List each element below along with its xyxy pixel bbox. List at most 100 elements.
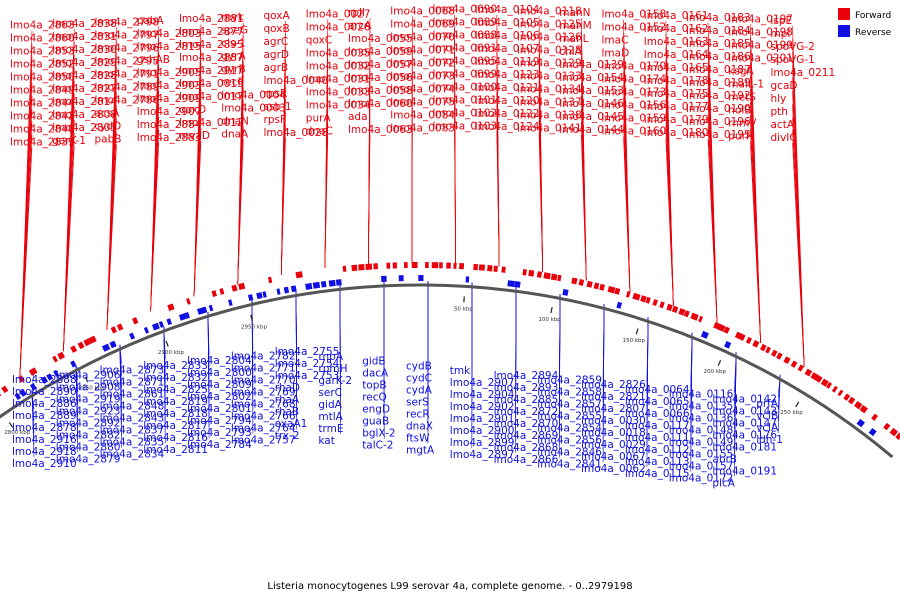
gene-label: gidB (362, 356, 385, 368)
gene-label: spoVG-2 (771, 41, 815, 53)
gene-label: lmo4a_0136 (669, 413, 734, 425)
legend: Forward Reverse (838, 8, 892, 38)
gene-label: lmo4a_2830 (52, 44, 117, 56)
gene-label: lmo4a_0026 (306, 21, 371, 33)
forward-gene-arrow (652, 299, 658, 307)
gene-label: lmo4a_2769 (231, 387, 296, 399)
gene-label: lmo4a_2793 (187, 427, 252, 439)
gene-label: lmo4a_2861 (100, 389, 165, 401)
gene-label: rpmH (318, 363, 347, 375)
forward-gene-arrow (0, 393, 2, 397)
forward-gene-arrow (373, 263, 378, 270)
gene-label: gyrA (221, 51, 246, 63)
gene-connector (31, 391, 35, 458)
forward-gene-arrow (593, 282, 600, 290)
gene-label: lmo4a_2917 (179, 65, 244, 77)
gene-label: lmo4a_2786 (95, 94, 160, 106)
gene-label: lmo4a_0055 (348, 33, 413, 45)
gene-label: lmo4a_2894 (494, 370, 559, 382)
forward-gene-arrow (219, 288, 225, 295)
gene-label: lmo4a_2804 (187, 355, 252, 367)
gene-label: dnaA (221, 129, 249, 141)
gene-label: lmo4a_0159 (602, 113, 667, 125)
forward-connectors (19, 14, 805, 377)
gene-label: lmo4a_2809 (187, 379, 252, 391)
gene-label: lmo4a_2870 (494, 418, 559, 430)
gene-label: manM (559, 20, 591, 32)
gene-label: lmo4a_0177 (644, 101, 709, 113)
gene-label: lmo4a_0101 (433, 95, 498, 107)
forward-gene-arrow (386, 262, 391, 269)
gene-label: lmo4a_0075 (390, 96, 455, 108)
gene-label: lmo4a_2902 (450, 401, 515, 413)
gene-label: rhaB (275, 406, 299, 418)
gene-connector (690, 332, 693, 472)
gene-label: lmo4a_2789 (95, 81, 160, 93)
gene-label: lmo4a_0059 (348, 46, 413, 58)
gene-label: lmo4a_2808 (52, 109, 117, 121)
gene-label: lmo4a_0161 (644, 10, 709, 22)
gene-label: dnaN (221, 116, 249, 128)
gene-label: lmo4a_0148 (669, 425, 734, 437)
gene-label: lmo4a_2888 (12, 374, 77, 386)
forward-gene-arrow (110, 326, 117, 334)
forward-gene-arrow (83, 338, 92, 347)
gene-label: topB (362, 380, 386, 392)
gene-label: agrD (264, 49, 290, 61)
reverse-gene-arrow (158, 321, 165, 328)
forward-gene-arrow (473, 263, 479, 271)
gene-label: lmo4a_0083 (390, 122, 455, 134)
reverse-gene-arrow (151, 322, 160, 331)
forward-gene-arrow (358, 264, 365, 271)
gene-label: dnaX (406, 420, 433, 432)
gene-label: rnmV (728, 117, 757, 129)
gene-label: lmo4a_0165 (644, 62, 709, 74)
gene-label: lmo4a_0031 (306, 73, 371, 85)
gene-label: lmo4a_0099 (433, 69, 498, 81)
gene-label: qoxC (306, 34, 332, 46)
reverse-gene-arrow (228, 299, 233, 306)
reverse-gene-arrow (381, 275, 387, 283)
gene-label: lmo4a_0012 (179, 117, 244, 129)
gene-label: serC (318, 387, 342, 399)
gene-label: lmo4a_0198 (728, 26, 793, 38)
reverse-gene-arrow (196, 307, 205, 315)
gene-label: lmo4a_0056 (348, 72, 413, 84)
tick-mark (84, 376, 89, 383)
gene-label: lmo4a_0199 (728, 39, 793, 51)
gene-label: lmo4a_2892 (56, 417, 121, 429)
gene-label: lmo4a_2837 (100, 425, 165, 437)
gene-label: lmo4a_0172 (669, 473, 734, 485)
gene-label: lmo4a_2872 (494, 406, 559, 418)
forward-gene-arrow (543, 272, 551, 280)
forward-gene-arrow (493, 265, 498, 272)
reverse-gene-labels: lmo4a_2888lmo4a_2890lmo4a_2886lmo4a_2889… (12, 346, 783, 489)
gene-label: lmo4a_0121 (475, 82, 540, 94)
gene-label: lmo4a_0155 (669, 449, 734, 461)
gene-label: lmo4a_0028 (264, 127, 329, 139)
gene-label: lmo4a_0034 (306, 99, 371, 111)
gene-label: lmo4a_0133 (517, 70, 582, 82)
gene-label: lmo4a_0201 (728, 52, 793, 64)
gene-label: lmo4a_0180 (644, 127, 709, 139)
gene-label: lmo4a_2877 (179, 26, 244, 38)
forward-gene-arrow (571, 277, 578, 285)
tick-label: 2800 kbp (4, 430, 30, 436)
gene-label: lmo4a_2784 (187, 439, 252, 451)
gene-connector (163, 326, 166, 443)
legend-forward-swatch (838, 8, 850, 20)
forward-gene-arrow (659, 301, 665, 309)
forward-gene-arrow (211, 290, 218, 298)
forward-gene-arrow (831, 385, 838, 393)
reverse-gene-arrow (305, 282, 313, 290)
genome-caption: Listeria monocytogenes L99 serovar 4a, c… (267, 581, 632, 592)
forward-gene-labels: lmo4a_2863lmo4a_2860lmo4a_2853lmo4a_2852… (10, 4, 835, 149)
gene-label: chiA (559, 46, 582, 58)
gene-label: lmo4a_2908 (56, 381, 121, 393)
gene-label: lmo4a_2918 (12, 446, 77, 458)
forward-gene-arrow (640, 295, 647, 303)
gene-label: plcA (712, 477, 735, 489)
forward-gene-arrow (826, 381, 833, 389)
gene-label: lmo4a_2834 (100, 449, 165, 461)
scale-ticks: 2800 kbp 2850 kbp 2900 kbp 2950 kbp 50 kbp 10… (4, 296, 803, 436)
